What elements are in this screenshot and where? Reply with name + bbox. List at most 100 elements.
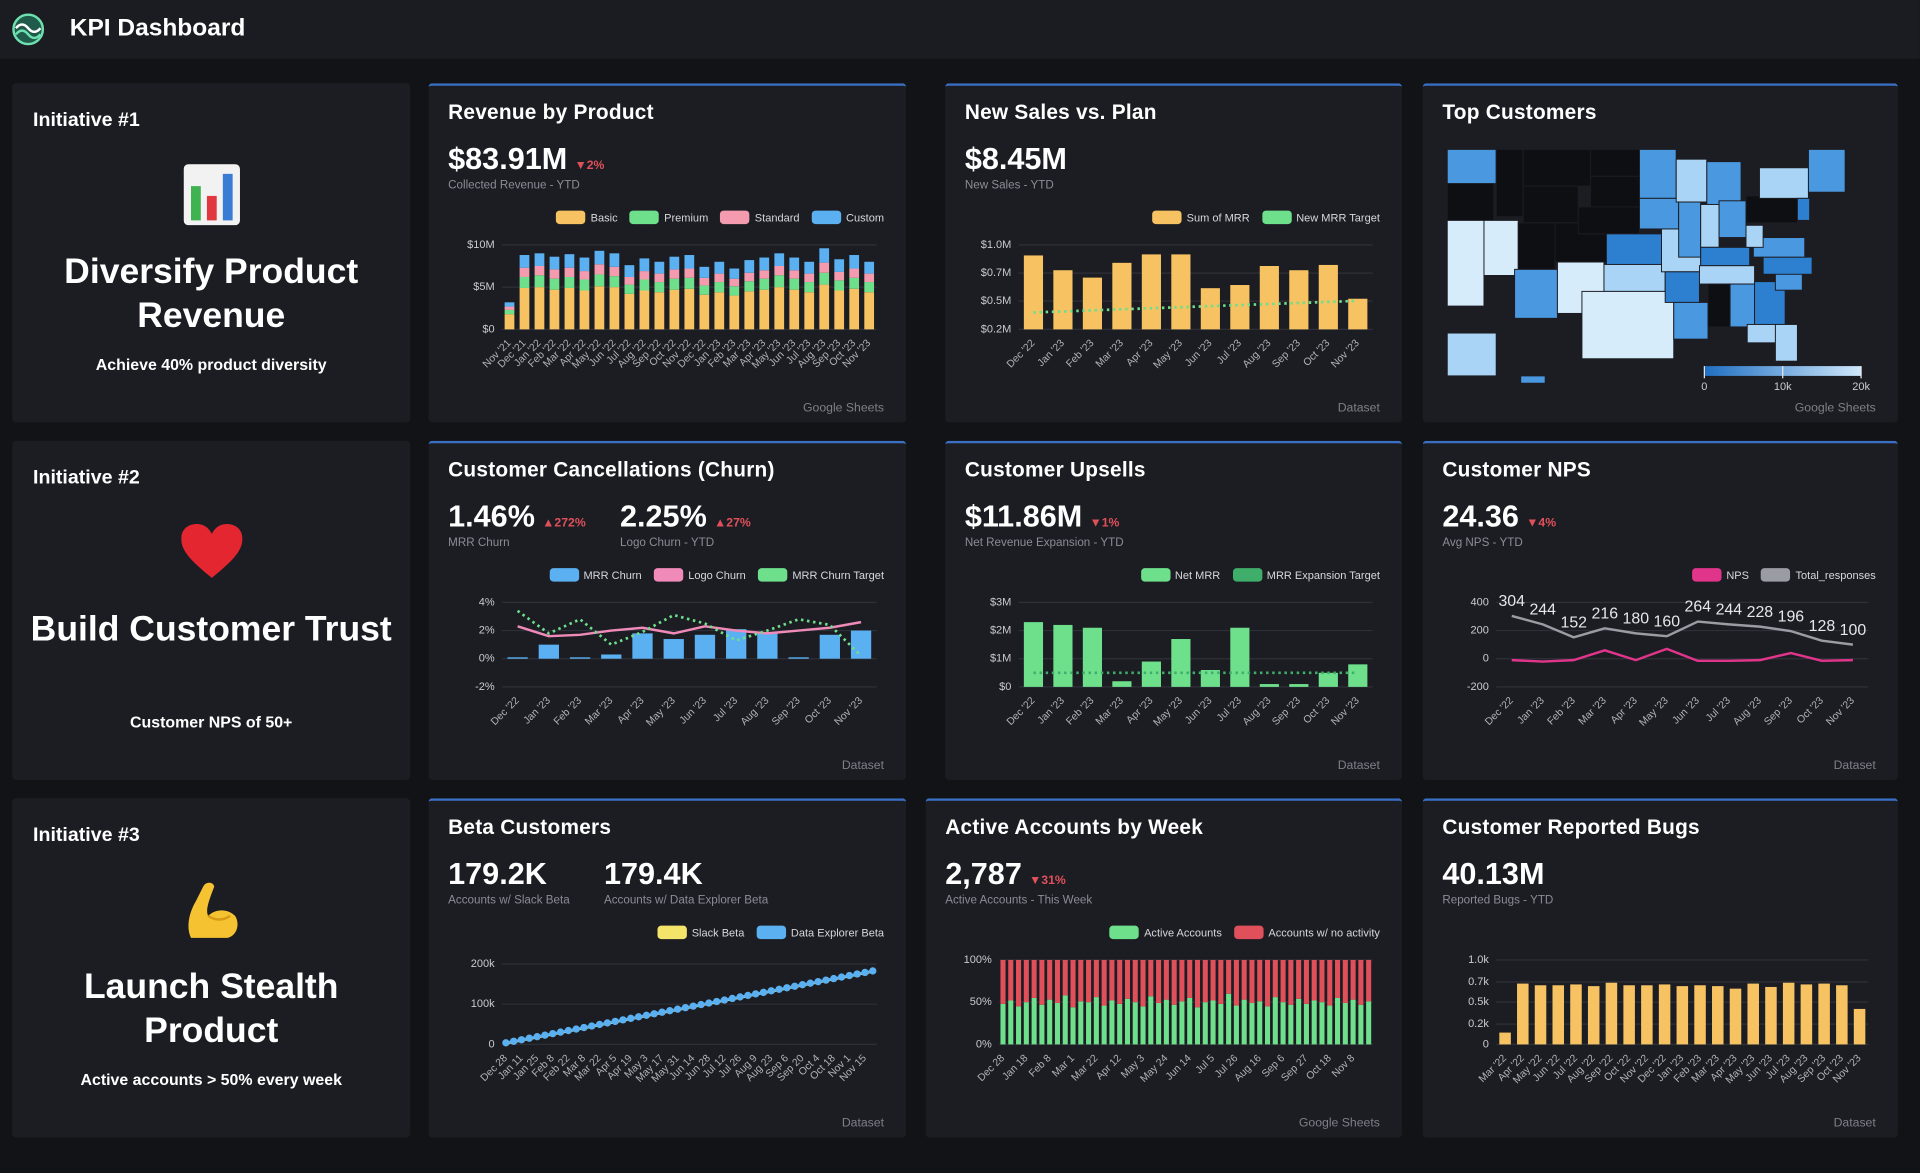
kpi-change: ▲272% xyxy=(542,516,586,531)
marker xyxy=(712,997,721,1006)
x-tick-label: Jan '23 xyxy=(1516,695,1547,726)
bar xyxy=(1259,266,1279,330)
bar xyxy=(1318,672,1338,687)
bar-segment xyxy=(1366,1001,1372,1045)
panel-title: Customer NPS xyxy=(1442,457,1592,482)
y-tick-label: $0.5M xyxy=(981,295,1012,307)
bar xyxy=(788,657,809,659)
kpi-label: Logo Churn - YTD xyxy=(620,536,715,550)
bar xyxy=(1053,270,1073,330)
chart-icon xyxy=(183,164,240,226)
panel-title: Top Customers xyxy=(1442,100,1597,124)
source-label: Google Sheets xyxy=(1298,1116,1380,1131)
bar-segment xyxy=(534,275,545,288)
bar xyxy=(507,657,528,659)
bar xyxy=(1552,985,1565,1045)
bar-segment xyxy=(834,259,845,272)
map-region xyxy=(1520,375,1546,384)
bar-segment xyxy=(1366,959,1372,1002)
kpi: 40.13M Reported Bugs - YTD xyxy=(1442,857,1553,907)
x-tick-label: May '23 xyxy=(1638,695,1671,728)
bar xyxy=(1499,1032,1511,1045)
legend-swatch xyxy=(556,210,586,225)
legend-item: Premium xyxy=(629,210,708,225)
bar-segment xyxy=(639,271,650,280)
bar-segment xyxy=(714,273,725,283)
bar-segment xyxy=(1319,959,1325,1003)
bar-segment xyxy=(759,278,770,290)
map-region xyxy=(1745,195,1798,224)
data-label: 152 xyxy=(1560,615,1587,632)
marker xyxy=(595,1020,604,1029)
bar-segment xyxy=(1008,1000,1014,1045)
map-region xyxy=(1590,175,1640,208)
bar-segment xyxy=(1117,1003,1123,1045)
x-tick-label: Nov '23 xyxy=(833,695,866,728)
bar-segment xyxy=(1000,1003,1006,1045)
x-tick-label: Jan 18 xyxy=(1001,1053,1031,1083)
bar-segment xyxy=(1101,959,1107,1006)
legend-swatch xyxy=(549,568,579,582)
bar-segment xyxy=(1109,959,1115,1001)
marker xyxy=(619,1016,627,1024)
legend-swatch xyxy=(653,568,684,582)
bar xyxy=(1729,988,1742,1045)
map-region xyxy=(1807,148,1846,193)
bar xyxy=(1676,986,1689,1045)
bar-segment xyxy=(504,309,515,315)
map-region xyxy=(1446,148,1497,185)
kpi: 179.4K Accounts w/ Data Explorer Beta xyxy=(604,857,768,907)
initiative-goal: Customer NPS of 50+ xyxy=(130,712,293,731)
bar-segment xyxy=(1109,1000,1115,1045)
kpi: 1.46% ▲272% MRR Churn xyxy=(448,500,586,550)
legend-swatch xyxy=(1692,568,1722,582)
bar-segment xyxy=(849,255,860,269)
bar xyxy=(1082,627,1103,687)
bar-segment xyxy=(1031,959,1037,998)
kpi-row: 40.13M Reported Bugs - YTD xyxy=(1442,857,1553,907)
bar-segment xyxy=(1171,959,1177,1005)
initiative-goal: Active accounts > 50% every week xyxy=(80,1070,342,1089)
bar xyxy=(1517,983,1529,1045)
x-tick-label: Jul '23 xyxy=(711,695,740,724)
bar-segment xyxy=(1210,959,1216,1001)
marker xyxy=(517,1036,526,1044)
marker xyxy=(752,990,760,998)
bar-segment xyxy=(729,295,740,330)
marker xyxy=(627,1014,635,1023)
legend: Sum of MRR New MRR Target xyxy=(1152,210,1380,225)
bar-segment xyxy=(1233,1005,1239,1045)
kpi-value: 179.2K xyxy=(448,857,547,892)
marker xyxy=(728,994,736,1003)
kpi-value: 40.13M xyxy=(1442,857,1545,892)
y-tick-label: 0% xyxy=(479,653,495,665)
legend-swatch xyxy=(811,210,842,225)
marker xyxy=(822,976,830,984)
bar-segment xyxy=(804,273,815,283)
legend-swatch xyxy=(1140,568,1171,582)
bar xyxy=(1694,985,1706,1045)
bar-segment xyxy=(579,271,590,280)
map-region xyxy=(1446,219,1485,307)
chart-panel: 0% 50% 100% Dec 28 Jan 18 Feb 8 Mar 1 Mar 22 Apr… xyxy=(925,798,1402,1138)
x-tick-label: Oct '23 xyxy=(1795,695,1826,726)
bar-segment xyxy=(1062,959,1068,996)
kpi-line: 179.2K xyxy=(448,857,570,893)
chart-panel: $0 $5M $10M Nov '21 Dec '21 Jan '22 Feb '22 Mar… xyxy=(428,83,907,423)
bar-segment xyxy=(1016,959,1022,1007)
bar-segment xyxy=(594,286,605,330)
bar-segment xyxy=(789,257,800,271)
bar-segment xyxy=(1342,1003,1348,1045)
bar-segment xyxy=(729,278,740,287)
marker xyxy=(541,1031,549,1039)
bar-segment xyxy=(1078,1001,1084,1045)
x-tick-label: Sep '23 xyxy=(770,695,803,728)
x-tick-label: May '23 xyxy=(1152,695,1185,728)
logo xyxy=(12,13,45,46)
marker xyxy=(830,974,838,983)
bar-segment xyxy=(789,270,800,279)
marker xyxy=(767,987,775,995)
kpi-change: ▼4% xyxy=(1526,516,1557,531)
bar-segment xyxy=(1070,959,1076,1008)
